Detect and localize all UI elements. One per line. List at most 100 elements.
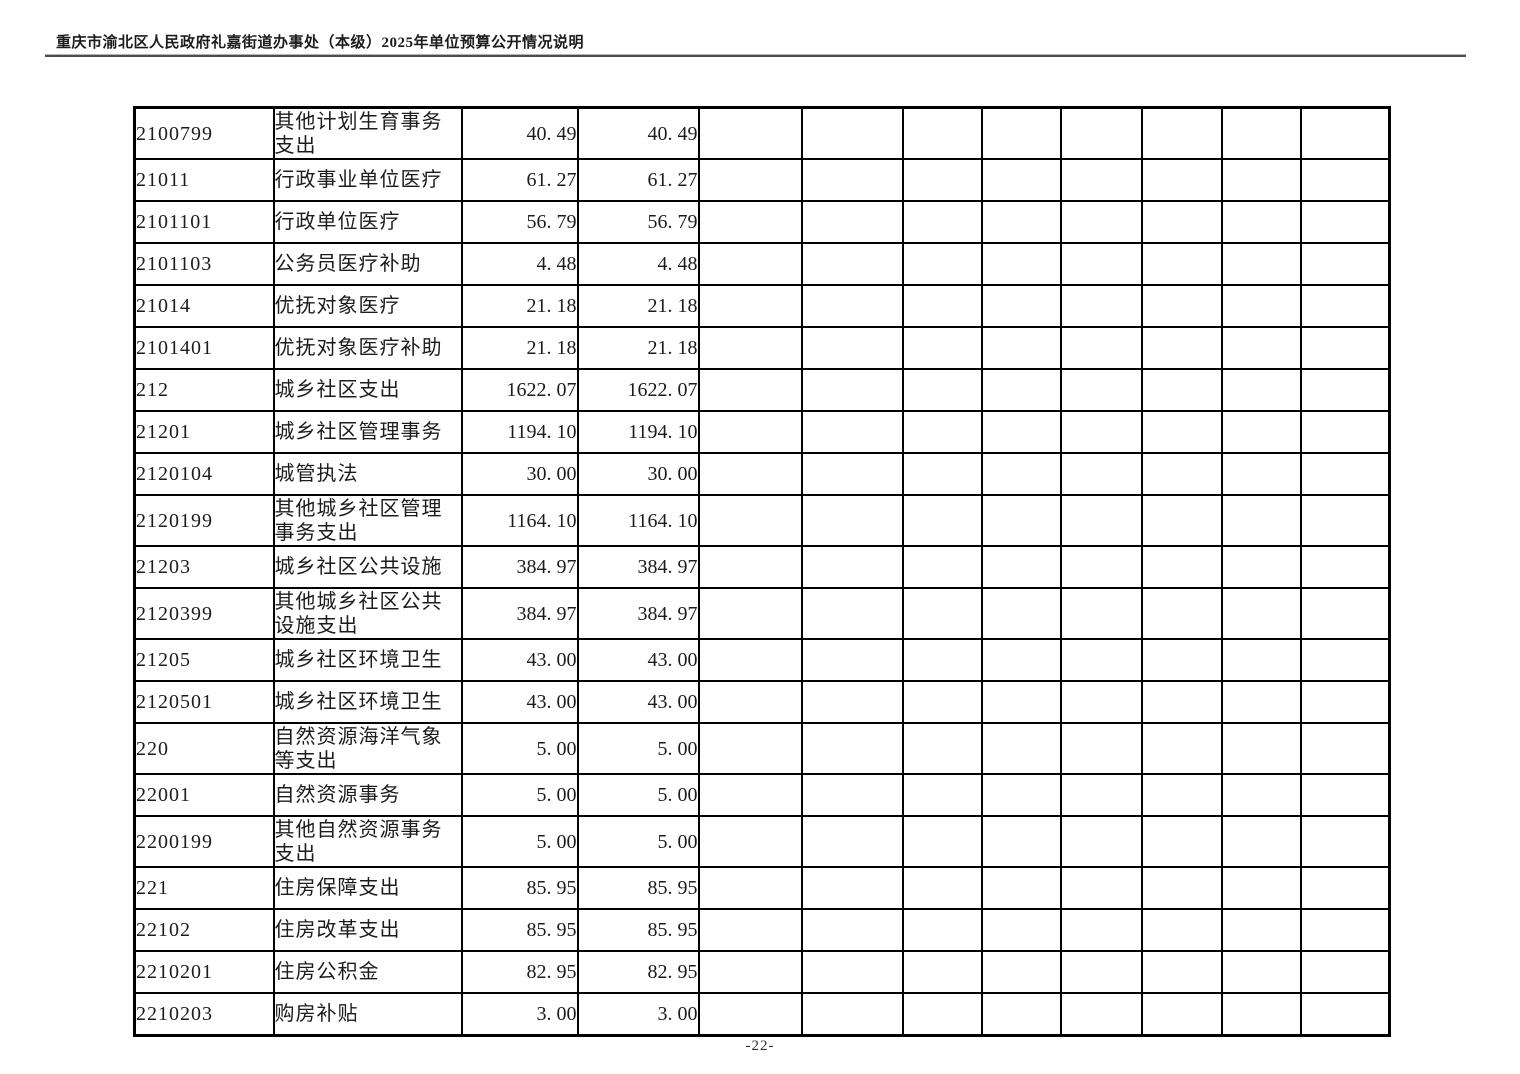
cell-amount-col2: 1622. 07 <box>576 368 700 412</box>
cell-subject-code: 2120104 <box>133 452 275 496</box>
cell-empty <box>1220 452 1302 496</box>
cell-subject-name: 城乡社区管理事务 <box>272 410 463 454</box>
cell-empty <box>980 284 1062 328</box>
cell-amount-col1: 43. 00 <box>460 680 579 724</box>
cell-empty <box>1299 587 1391 640</box>
table-row: 2120399 其他城乡社区公共 设施支出 384. 97 384. 97 <box>133 587 1391 640</box>
cell-empty <box>901 158 983 202</box>
cell-empty <box>980 722 1062 775</box>
cell-subject-name: 住房改革支出 <box>272 908 463 952</box>
cell-subject-code: 21014 <box>133 284 275 328</box>
cell-empty <box>1299 680 1391 724</box>
cell-empty <box>1059 680 1143 724</box>
cell-amount-col1: 3. 00 <box>460 992 579 1037</box>
cell-empty <box>800 452 904 496</box>
cell-empty <box>800 106 904 160</box>
cell-empty <box>1220 200 1302 244</box>
cell-empty <box>901 680 983 724</box>
cell-empty <box>697 284 803 328</box>
cell-empty <box>1140 452 1223 496</box>
cell-empty <box>980 992 1062 1037</box>
cell-empty <box>901 587 983 640</box>
cell-amount-col1: 1164. 10 <box>460 494 579 547</box>
cell-subject-code: 2101401 <box>133 326 275 370</box>
cell-subject-code: 2100799 <box>133 106 275 160</box>
cell-empty <box>1059 587 1143 640</box>
cell-subject-name: 优抚对象医疗 <box>272 284 463 328</box>
table-row: 2210201 住房公积金 82. 95 82. 95 <box>133 950 1391 994</box>
cell-subject-name: 行政单位医疗 <box>272 200 463 244</box>
cell-empty <box>901 200 983 244</box>
table-row: 21205 城乡社区环境卫生 43. 00 43. 00 <box>133 638 1391 682</box>
cell-empty <box>1059 722 1143 775</box>
table-row: 22102 住房改革支出 85. 95 85. 95 <box>133 908 1391 952</box>
cell-empty <box>980 452 1062 496</box>
cell-empty <box>800 992 904 1037</box>
cell-empty <box>1059 410 1143 454</box>
cell-empty <box>1140 866 1223 910</box>
cell-amount-col2: 43. 00 <box>576 638 700 682</box>
cell-empty <box>980 242 1062 286</box>
cell-empty <box>800 680 904 724</box>
cell-empty <box>901 773 983 817</box>
cell-empty <box>1299 242 1391 286</box>
cell-empty <box>697 410 803 454</box>
cell-empty <box>1220 368 1302 412</box>
table-row: 21201 城乡社区管理事务 1194. 10 1194. 10 <box>133 410 1391 454</box>
cell-subject-code: 2210203 <box>133 992 275 1037</box>
cell-subject-name: 住房公积金 <box>272 950 463 994</box>
cell-subject-name: 其他城乡社区管理 事务支出 <box>272 494 463 547</box>
cell-amount-col1: 30. 00 <box>460 452 579 496</box>
table-row: 2120104 城管执法 30. 00 30. 00 <box>133 452 1391 496</box>
cell-empty <box>1299 773 1391 817</box>
cell-empty <box>901 284 983 328</box>
cell-empty <box>980 815 1062 868</box>
table-row: 2101101 行政单位医疗 56. 79 56. 79 <box>133 200 1391 244</box>
table-row: 21011 行政事业单位医疗 61. 27 61. 27 <box>133 158 1391 202</box>
cell-amount-col1: 1622. 07 <box>460 368 579 412</box>
cell-empty <box>800 410 904 454</box>
cell-empty <box>1299 638 1391 682</box>
cell-empty <box>1140 815 1223 868</box>
cell-empty <box>800 494 904 547</box>
header-divider-rule <box>45 54 1466 57</box>
cell-empty <box>1299 410 1391 454</box>
cell-empty <box>800 200 904 244</box>
cell-empty <box>1299 950 1391 994</box>
cell-amount-col2: 4. 48 <box>576 242 700 286</box>
cell-empty <box>697 326 803 370</box>
cell-empty <box>901 326 983 370</box>
cell-empty <box>697 908 803 952</box>
cell-empty <box>1220 866 1302 910</box>
cell-empty <box>800 368 904 412</box>
cell-subject-name: 城乡社区环境卫生 <box>272 680 463 724</box>
cell-subject-code: 21205 <box>133 638 275 682</box>
cell-empty <box>901 722 983 775</box>
table-row: 2120199 其他城乡社区管理 事务支出 1164. 10 1164. 10 <box>133 494 1391 547</box>
cell-empty <box>980 158 1062 202</box>
cell-empty <box>697 587 803 640</box>
cell-subject-name: 其他自然资源事务 支出 <box>272 815 463 868</box>
cell-empty <box>901 638 983 682</box>
cell-empty <box>980 638 1062 682</box>
cell-empty <box>980 200 1062 244</box>
cell-subject-code: 2120501 <box>133 680 275 724</box>
cell-amount-col2: 82. 95 <box>576 950 700 994</box>
cell-empty <box>1059 908 1143 952</box>
cell-amount-col2: 21. 18 <box>576 326 700 370</box>
cell-amount-col1: 21. 18 <box>460 326 579 370</box>
cell-empty <box>1140 284 1223 328</box>
cell-amount-col2: 61. 27 <box>576 158 700 202</box>
cell-subject-code: 21011 <box>133 158 275 202</box>
cell-subject-name: 自然资源海洋气象 等支出 <box>272 722 463 775</box>
cell-empty <box>697 452 803 496</box>
table-row: 2101401 优抚对象医疗补助 21. 18 21. 18 <box>133 326 1391 370</box>
cell-empty <box>901 545 983 589</box>
cell-subject-name: 公务员医疗补助 <box>272 242 463 286</box>
cell-empty <box>800 242 904 286</box>
cell-empty <box>1140 494 1223 547</box>
table-row: 2120501 城乡社区环境卫生 43. 00 43. 00 <box>133 680 1391 724</box>
cell-empty <box>697 866 803 910</box>
cell-amount-col2: 30. 00 <box>576 452 700 496</box>
cell-empty <box>800 587 904 640</box>
